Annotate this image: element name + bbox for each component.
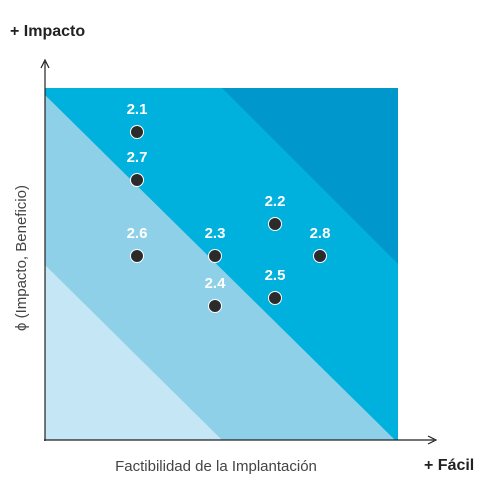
point-label: 2.8: [310, 225, 331, 242]
point: [208, 249, 222, 263]
point: [268, 291, 282, 305]
point-label: 2.2: [265, 193, 286, 210]
point: [130, 173, 144, 187]
x-title: + Fácil: [424, 457, 474, 474]
point-label: 2.6: [127, 225, 148, 242]
point-label: 2.7: [127, 149, 148, 166]
y-title: + Impacto: [10, 23, 85, 40]
point-label: 2.5: [265, 267, 286, 284]
point: [313, 249, 327, 263]
background-bands: [45, 88, 398, 440]
point-label: 2.1: [127, 101, 148, 118]
point: [130, 125, 144, 139]
y-arrow: [40, 58, 50, 69]
y-label: ϕ (Impacto, Beneficio): [13, 185, 30, 331]
x-label: Factibilidad de la Implantación: [115, 458, 317, 475]
band-lightest: [45, 265, 222, 440]
point: [130, 249, 144, 263]
point-label: 2.3: [205, 225, 226, 242]
points: 2.1 2.7 2.6 2.3 2.4 2.2 2.8 2.5: [127, 101, 331, 313]
x-arrow: [427, 435, 438, 445]
band-dark: [222, 88, 398, 264]
point: [268, 217, 282, 231]
point: [208, 299, 222, 313]
point-label: 2.4: [205, 275, 227, 292]
